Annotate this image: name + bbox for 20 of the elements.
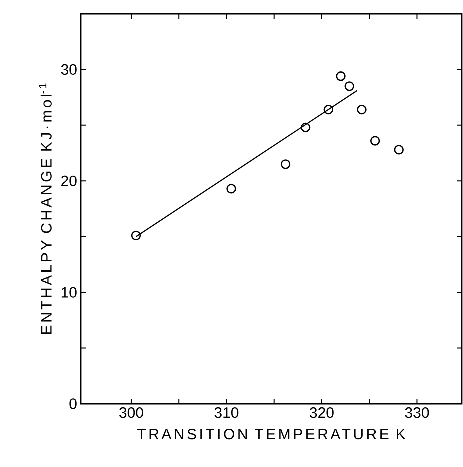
x-tick-label: 330 [405,408,430,418]
point [226,184,236,194]
point [336,72,346,82]
y-tick-label: 30 [61,64,77,76]
point [131,230,142,241]
y-tick-label: 20 [62,176,77,186]
x-tick-label: 310 [214,408,239,418]
point [394,145,404,155]
y-tick-label: 0 [70,398,77,410]
point [324,104,334,115]
x-axis-title: TRANSITION TEMPERATURE K [138,429,406,440]
point [344,82,354,92]
point [357,104,367,115]
point [280,160,291,170]
point [300,122,311,133]
x-tick-label: 300 [120,408,144,418]
point [370,136,380,146]
y-tick-label: 10 [62,287,77,298]
y-axis-title: ENTHALPY CHANGE KJ·mol$^{-1}$ [39,84,52,334]
x-tick-label: 320 [310,408,334,418]
